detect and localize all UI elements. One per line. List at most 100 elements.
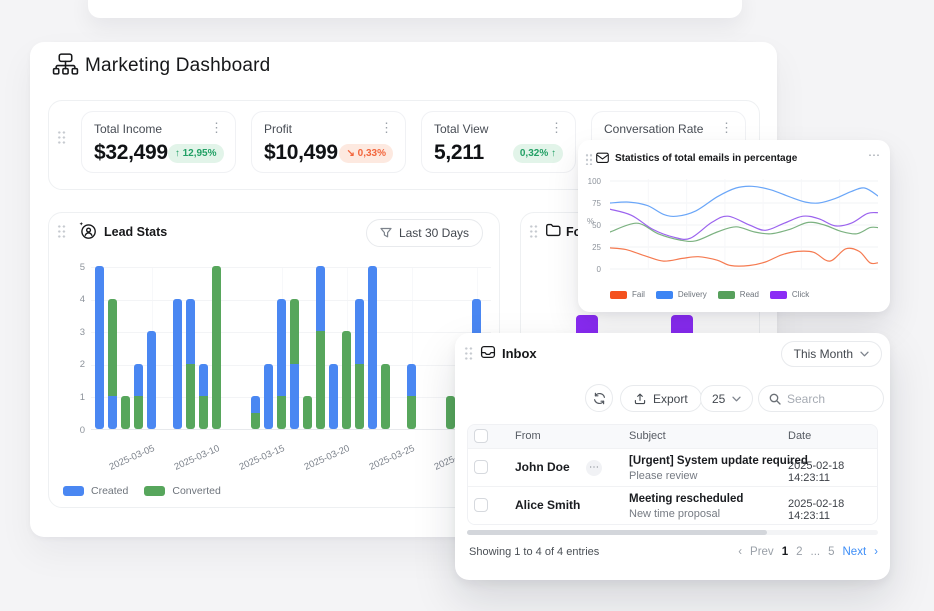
table-row[interactable]: John Doe ⋯ [Urgent] System update requir… xyxy=(468,448,877,486)
stat-card-profit: Profit ⋮ $10,499 ↘ 0,33% xyxy=(251,111,406,173)
stat-value: $32,499 xyxy=(94,141,168,165)
stat-title: Total Income xyxy=(94,122,162,136)
funnel-icon xyxy=(380,227,392,239)
drag-handle-icon[interactable] xyxy=(57,130,66,144)
dashboard-page: Marketing Dashboard Total Income ⋮ $32,4… xyxy=(0,0,934,611)
lead-bar xyxy=(381,364,390,429)
lead-bar xyxy=(147,331,156,429)
filter-label: Last 30 Days xyxy=(399,226,469,240)
refresh-button[interactable] xyxy=(585,384,613,412)
page-size-dropdown[interactable]: 25 xyxy=(700,385,753,412)
row-checkbox[interactable] xyxy=(474,460,488,474)
email-stats-card: Statistics of total emails in percentage… xyxy=(578,140,890,312)
ellipsis-menu-icon[interactable]: ⋯ xyxy=(868,148,880,162)
lead-bar xyxy=(134,364,143,429)
stat-value: 5,211 xyxy=(434,141,484,165)
search-input[interactable] xyxy=(787,392,873,406)
email-subject: [Urgent] System update required xyxy=(629,455,808,467)
legend-item-read: Read xyxy=(718,290,759,299)
stat-card-total-income: Total Income ⋮ $32,499 ↑ 12,95% xyxy=(81,111,236,173)
table-row[interactable]: Alice Smith Meeting rescheduled New time… xyxy=(468,486,877,524)
lead-user-icon xyxy=(78,221,97,240)
lead-bar xyxy=(368,266,377,429)
page-5-link[interactable]: 5 xyxy=(828,546,834,558)
legend-label: Converted xyxy=(172,485,220,497)
lead-bar xyxy=(290,299,299,429)
background-card xyxy=(88,0,742,18)
sender-name: John Doe xyxy=(515,460,570,474)
scrollbar-thumb[interactable] xyxy=(467,530,767,535)
page-2-link[interactable]: 2 xyxy=(796,546,802,558)
horizontal-scrollbar xyxy=(467,530,878,535)
refresh-icon xyxy=(593,392,606,405)
drag-handle-icon[interactable] xyxy=(464,346,473,360)
inbox-card: Inbox This Month Export 25 xyxy=(455,333,890,580)
lead-bar xyxy=(264,364,273,429)
created-swatch xyxy=(63,486,84,496)
kebab-menu-icon[interactable]: ⋮ xyxy=(380,122,393,134)
export-label: Export xyxy=(653,392,688,406)
drag-handle-icon[interactable] xyxy=(57,224,66,238)
drag-handle-icon[interactable] xyxy=(585,153,593,165)
kebab-menu-icon[interactable]: ⋮ xyxy=(550,122,563,134)
legend-label: Fail xyxy=(632,290,645,299)
drag-handle-icon[interactable] xyxy=(529,224,538,238)
legend-label: Read xyxy=(740,290,759,299)
prev-page-link[interactable]: Prev xyxy=(750,546,774,558)
sender-name: Alice Smith xyxy=(515,498,580,512)
lead-bar xyxy=(108,299,117,429)
lead-chart-plot xyxy=(91,267,491,430)
lead-bar xyxy=(199,364,208,429)
table-header-row: From Subject Date xyxy=(468,425,877,448)
inbox-title: Inbox xyxy=(502,346,537,361)
pagination: ‹ Prev 1 2 ... 5 Next › xyxy=(738,546,878,558)
read-swatch xyxy=(718,291,735,299)
stat-card-total-view: Total View ⋮ 5,211 0,32% ↑ xyxy=(421,111,576,173)
row-menu-icon[interactable]: ⋯ xyxy=(586,460,602,476)
status-badge: 0,32% ↑ xyxy=(513,144,563,163)
next-page-link[interactable]: Next xyxy=(843,546,867,558)
lead-bar xyxy=(446,396,455,429)
fail-swatch xyxy=(610,291,627,299)
export-button[interactable]: Export xyxy=(620,385,702,412)
legend-item-click: Click xyxy=(770,290,809,299)
email-preview: New time proposal xyxy=(629,508,720,520)
legend-item-created: Created xyxy=(63,485,128,497)
lead-bar xyxy=(95,266,104,429)
kebab-menu-icon[interactable]: ⋮ xyxy=(720,122,733,134)
inbox-tray-icon xyxy=(480,344,496,360)
lead-bar xyxy=(303,396,312,429)
period-label: This Month xyxy=(794,347,853,361)
lead-bar xyxy=(173,299,182,429)
lead-bar xyxy=(329,364,338,429)
upload-icon xyxy=(634,393,646,405)
stat-title: Conversation Rate xyxy=(604,122,703,136)
prev-chevron-icon[interactable]: ‹ xyxy=(738,546,742,558)
stat-title: Total View xyxy=(434,122,488,136)
lead-stats-card: Lead Stats Last 30 Days 012345 2025-03-0… xyxy=(48,212,500,508)
chevron-down-icon xyxy=(860,351,869,357)
next-chevron-icon[interactable]: › xyxy=(874,546,878,558)
select-all-checkbox[interactable] xyxy=(474,429,488,443)
stat-value: $10,499 xyxy=(264,141,338,165)
table-summary: Showing 1 to 4 of 4 entries xyxy=(469,546,599,558)
kebab-menu-icon[interactable]: ⋮ xyxy=(210,122,223,134)
folder-icon xyxy=(545,222,561,238)
sitemap-icon xyxy=(52,51,79,78)
period-dropdown[interactable]: This Month xyxy=(781,341,882,367)
envelope-icon xyxy=(596,152,609,164)
stat-title: Profit xyxy=(264,122,292,136)
row-checkbox[interactable] xyxy=(474,498,488,512)
page-size-value: 25 xyxy=(712,392,725,406)
lead-bar xyxy=(186,299,195,429)
legend-label: Created xyxy=(91,485,128,497)
lead-bar xyxy=(121,396,130,429)
status-badge: ↑ 12,95% xyxy=(168,144,224,163)
email-chart-y-label: % xyxy=(587,217,594,226)
email-subject: Meeting rescheduled xyxy=(629,493,743,505)
email-preview: Please review xyxy=(629,470,697,482)
page-1-link[interactable]: 1 xyxy=(782,546,788,558)
inbox-table: From Subject Date John Doe ⋯ [Urgent] Sy… xyxy=(467,424,878,525)
filter-last-30-days-button[interactable]: Last 30 Days xyxy=(366,219,483,247)
click-swatch xyxy=(770,291,787,299)
